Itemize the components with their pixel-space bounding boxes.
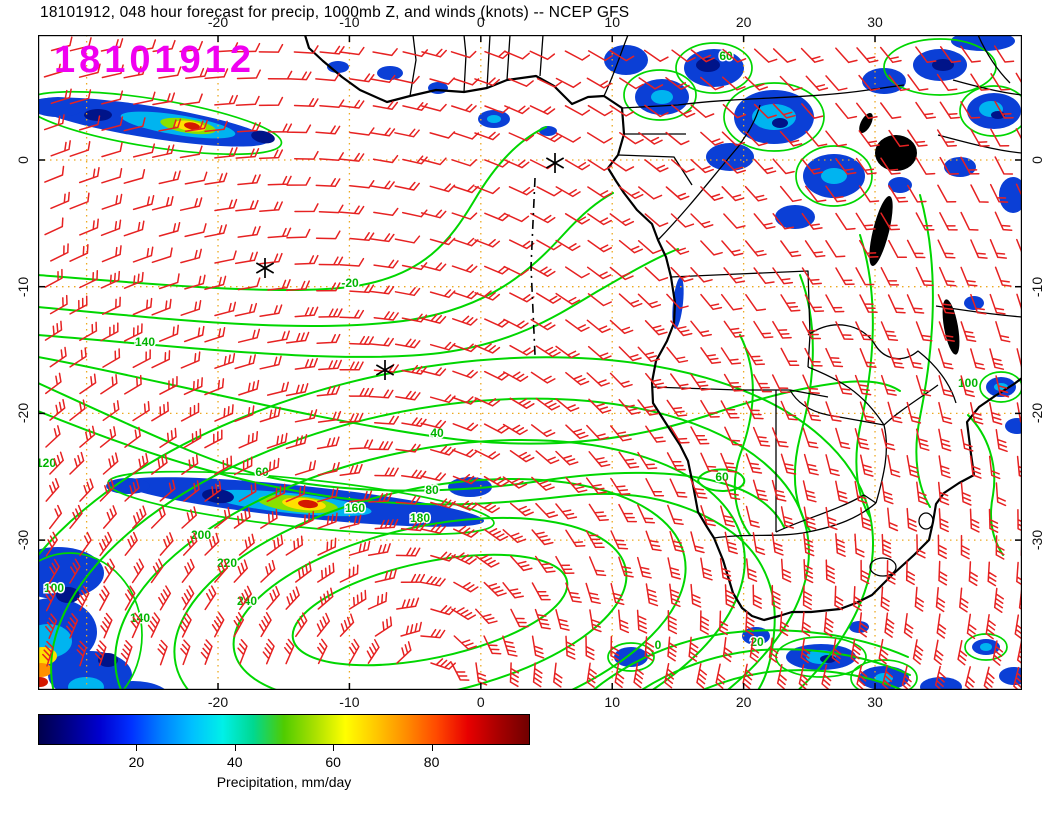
axis-tick-label: 30 <box>867 14 883 30</box>
colorbar-gradient <box>38 714 530 745</box>
axis-tick-label: -30 <box>15 529 31 551</box>
lesotho-border <box>869 557 897 577</box>
axis-tick-label: 0 <box>15 156 31 164</box>
colorbar-label: Precipitation, mm/day <box>216 774 352 790</box>
axis-tick-label: -20 <box>15 403 31 424</box>
colorbar-tick-label: 40 <box>227 754 243 770</box>
svg-text:140: 140 <box>130 611 150 625</box>
forecast-map: -20 140 40 60 80 160 180 200 220 240 120 100 140 60 0 2… <box>15 14 1045 710</box>
svg-text:140: 140 <box>135 335 155 349</box>
axis-tick-label: -20 <box>207 694 229 710</box>
run-timestamp-overlay: 18101912 <box>54 39 256 81</box>
svg-text:60: 60 <box>715 470 729 484</box>
svg-text:60: 60 <box>719 49 733 63</box>
axis-tick-label: 10 <box>604 694 620 710</box>
axis-tick-label: 0 <box>1029 156 1045 164</box>
station-markers <box>255 153 565 380</box>
colorbar-tick-label: 20 <box>128 754 145 770</box>
axis-tick-label: 0 <box>476 694 485 710</box>
chart-title: 18101912, 048 hour forecast for precip, … <box>40 4 630 21</box>
colorbar-tickmark <box>136 745 138 751</box>
svg-text:120: 120 <box>38 456 56 470</box>
colorbar: 20 40 60 80 Precipitation, mm/day <box>38 714 530 798</box>
eswatini-border <box>918 512 934 530</box>
colorbar-tick-label: 80 <box>423 754 440 770</box>
coastlines-and-borders <box>303 35 1022 622</box>
svg-text:0: 0 <box>655 638 662 652</box>
axis-tick-label: -30 <box>1029 529 1045 551</box>
colorbar-tick-label: 60 <box>325 754 341 770</box>
svg-text:60: 60 <box>255 465 269 479</box>
svg-text:160: 160 <box>345 501 365 515</box>
axis-tick-label: -10 <box>15 276 31 297</box>
axis-tick-label: 30 <box>867 694 883 710</box>
wind-barbs <box>42 36 1022 690</box>
axis-tick-label: -10 <box>1029 276 1045 297</box>
svg-text:100: 100 <box>958 376 978 390</box>
svg-text:-20: -20 <box>341 276 359 290</box>
colorbar-tickmark <box>234 745 236 751</box>
svg-text:240: 240 <box>237 594 257 608</box>
africa-coastline <box>303 35 1022 622</box>
axis-tick-label: 20 <box>735 14 752 30</box>
axis-tick-label: -10 <box>339 694 360 710</box>
svg-text:80: 80 <box>425 483 439 497</box>
axis-tick-label: 20 <box>735 694 752 710</box>
svg-text:40: 40 <box>430 426 444 440</box>
svg-text:100: 100 <box>44 581 64 595</box>
svg-text:180: 180 <box>410 511 430 525</box>
colorbar-tickmark <box>333 745 335 751</box>
colorbar-tickmark <box>431 745 433 751</box>
axis-tick-label: -20 <box>1029 403 1045 424</box>
